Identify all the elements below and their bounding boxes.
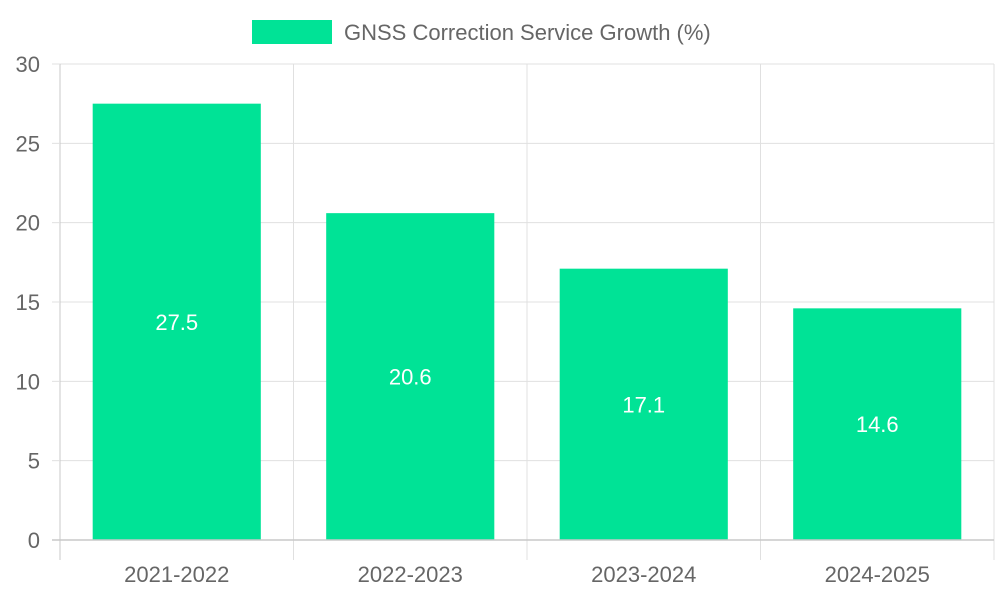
x-tick-label: 2022-2023 <box>358 562 463 587</box>
y-tick-label: 15 <box>16 290 40 315</box>
bar[interactable] <box>559 268 728 540</box>
data-label: 17.1 <box>622 392 665 417</box>
legend-swatch <box>252 20 332 44</box>
bar[interactable] <box>92 103 261 541</box>
x-tick-label: 2021-2022 <box>124 562 229 587</box>
y-tick-label: 5 <box>28 449 40 474</box>
y-tick-label: 25 <box>16 131 40 156</box>
y-tick-label: 30 <box>16 52 40 77</box>
bars <box>92 103 962 541</box>
legend[interactable]: GNSS Correction Service Growth (%) <box>252 20 711 45</box>
y-tick-label: 20 <box>16 211 40 236</box>
bar[interactable] <box>326 213 495 540</box>
legend-label: GNSS Correction Service Growth (%) <box>344 20 711 45</box>
tick-labels: 0 5 10 15 20 25 30 27.5 2021-2022 20.6 2022-2023 17… <box>16 52 930 587</box>
y-tick-label: 0 <box>28 528 40 553</box>
bar[interactable] <box>793 308 962 540</box>
data-label: 14.6 <box>856 412 899 437</box>
x-tick-label: 2024-2025 <box>825 562 930 587</box>
data-label: 27.5 <box>155 310 198 335</box>
axes <box>52 63 994 541</box>
data-label: 20.6 <box>389 365 432 390</box>
x-tick-label: 2023-2024 <box>591 562 696 587</box>
y-tick-label: 10 <box>16 369 40 394</box>
